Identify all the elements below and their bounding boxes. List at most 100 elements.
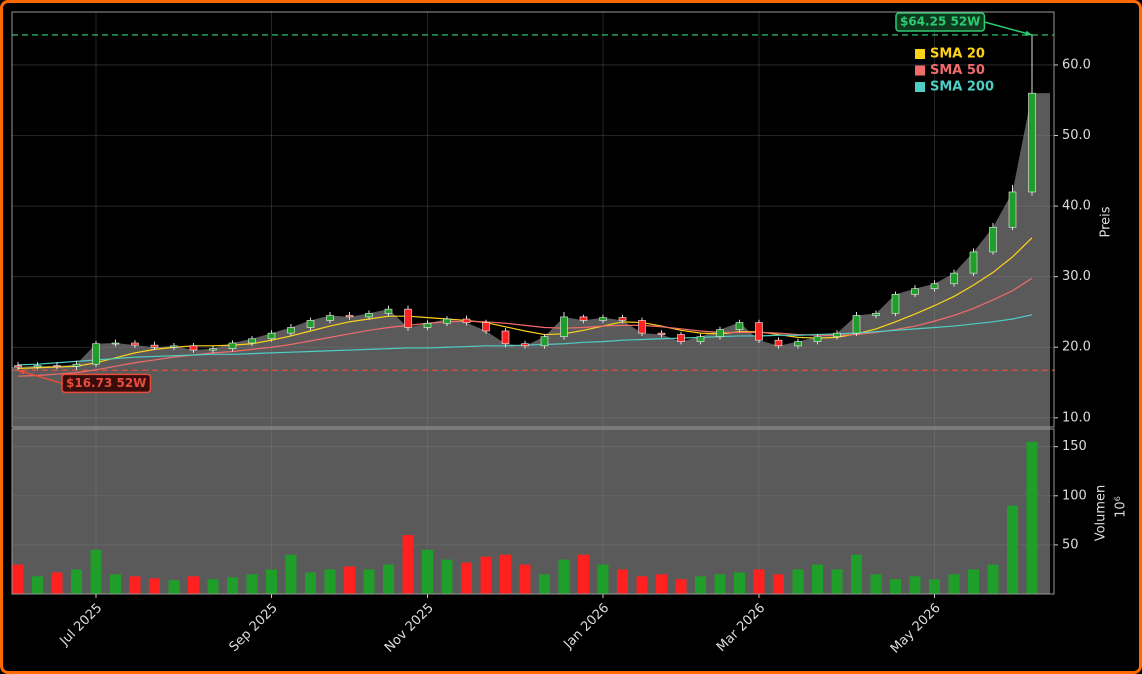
candle-body (326, 315, 334, 321)
annotation-label: $16.73 52W (66, 376, 146, 390)
legend-swatch (915, 82, 925, 92)
candle-body (345, 315, 354, 318)
candle-body (755, 322, 763, 341)
legend-swatch (915, 65, 925, 76)
volume-bar (792, 569, 804, 594)
candle-body (1008, 191, 1017, 228)
legend-swatch (915, 49, 925, 59)
candle-body (696, 336, 705, 342)
volume-bar (987, 564, 999, 594)
panel-border (11, 428, 1055, 595)
candle-body (228, 342, 237, 349)
volume-bar (12, 564, 24, 594)
annotation-arrow (17, 369, 63, 385)
candle-body (540, 336, 549, 347)
volume-bar (870, 574, 882, 594)
candle-body (891, 294, 900, 314)
candle-body (618, 317, 627, 321)
candle-body (443, 318, 451, 324)
y-tick-label: 150 (1062, 439, 1087, 454)
candle-body (521, 343, 529, 347)
volume-bar (695, 576, 706, 594)
candle-body (306, 320, 315, 328)
x-tick-label: Jul 2025 (57, 601, 106, 650)
candle-body (579, 316, 588, 321)
candle-body (287, 327, 295, 334)
x-tick-label: May 2026 (888, 601, 944, 657)
volume-bar (597, 564, 609, 594)
candle-body (930, 283, 939, 289)
volume-bar (578, 554, 589, 594)
volume-bar (207, 579, 219, 594)
volume-bar (51, 572, 63, 594)
y-tick-label: 10.0 (1062, 410, 1091, 425)
volume-bar (32, 576, 43, 594)
volume-bar (324, 569, 336, 594)
volume-bar (71, 569, 82, 594)
volume-bar (168, 580, 180, 594)
candle-body (833, 332, 841, 337)
candle-body (657, 332, 666, 335)
volume-bar (636, 576, 648, 594)
candle-body (677, 334, 685, 342)
price-area (12, 93, 1050, 594)
volume-bar (851, 554, 862, 594)
candle-body (638, 320, 646, 334)
volume-bar (402, 535, 414, 594)
volume-bar (714, 574, 726, 594)
y-tick-label: 50.0 (1062, 128, 1091, 143)
volume-bar (110, 574, 121, 594)
volume-bar (441, 559, 453, 594)
volume-bar (831, 569, 843, 594)
y-tick-label: 40.0 (1062, 199, 1091, 214)
candle-body (813, 336, 822, 342)
candle-body (14, 365, 22, 368)
volume-bar (480, 556, 492, 594)
annotation-label: $64.25 52W (900, 15, 980, 29)
volume-bar (266, 569, 277, 594)
candle-body (560, 316, 568, 337)
candle-body (248, 338, 256, 344)
candle-body (131, 342, 139, 346)
candle-body (170, 345, 178, 348)
legend-label: SMA 200 (930, 80, 994, 95)
y-tick-label: 30.0 (1062, 269, 1091, 284)
x-tick-label: Nov 2025 (382, 601, 437, 656)
x-tick-label: Mar 2026 (714, 601, 768, 655)
y-tick-label: 20.0 (1062, 340, 1091, 355)
volume-bar (129, 576, 141, 594)
volume-bar (363, 569, 375, 594)
candle-body (794, 341, 802, 347)
legend-label: SMA 50 (930, 63, 985, 78)
volume-bar (519, 564, 531, 594)
volume-bar (773, 574, 784, 594)
candle-body (53, 365, 61, 367)
volume-bar (461, 562, 472, 594)
candle-body (150, 344, 159, 348)
candle-body (267, 332, 276, 340)
candle-body (92, 343, 100, 365)
volume-bar (929, 579, 940, 594)
candle-body (404, 308, 412, 328)
volume-bar (1007, 505, 1018, 594)
candle-body (72, 363, 81, 367)
candle-body (950, 272, 958, 285)
candle-body (482, 322, 490, 332)
x-tick-label: Sep 2025 (227, 601, 281, 655)
y-axis-label: Volumen (1094, 485, 1109, 542)
candle-body (209, 348, 217, 351)
volume-bar (539, 574, 550, 594)
volume-bar (558, 559, 570, 594)
volume-bar (617, 569, 628, 594)
volume-bar (149, 578, 160, 594)
volume-bar (909, 576, 921, 594)
candle-body (462, 318, 471, 323)
volume-bar (246, 574, 258, 594)
volume-bar (285, 554, 297, 594)
y-tick-label: 100 (1062, 488, 1087, 503)
volume-bar (227, 577, 238, 594)
candle-body (423, 322, 432, 328)
volume-bar (753, 569, 765, 594)
x-tick-label: Jan 2026 (560, 601, 612, 653)
candle-body (872, 313, 880, 316)
